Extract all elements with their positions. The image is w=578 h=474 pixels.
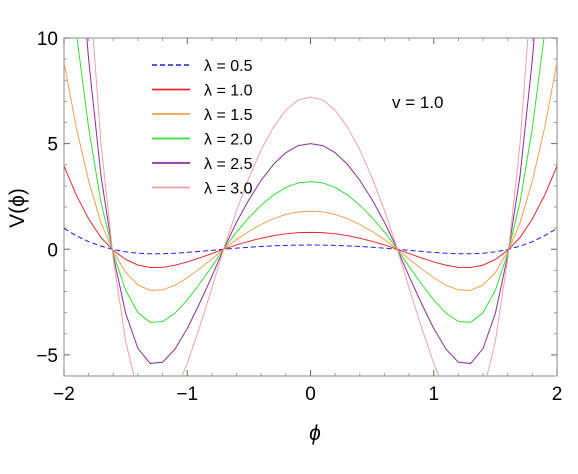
x-tick-label: −1 bbox=[176, 384, 198, 405]
curves-group bbox=[64, 38, 557, 376]
y-axis-title: V(ϕ) bbox=[6, 188, 29, 228]
legend: λ = 0.5 λ = 1.0 λ = 1.5 λ = 2.0 λ = 2.5 λ = 3… bbox=[152, 58, 253, 198]
annotation-v: v = 1.0 bbox=[392, 93, 444, 112]
curve-lambda-0.5 bbox=[64, 228, 557, 255]
x-tick-label: −2 bbox=[53, 384, 75, 405]
curve-lambda-2.5 bbox=[86, 38, 535, 364]
y-tick-label: 5 bbox=[47, 135, 58, 156]
y-tick-label: −5 bbox=[36, 346, 58, 367]
x-tick-label: 0 bbox=[305, 384, 316, 405]
y-tick-label: 10 bbox=[37, 29, 58, 50]
legend-label: λ = 1.5 bbox=[204, 107, 253, 124]
curve-lambda-2 bbox=[76, 38, 545, 323]
tick-labels: −2 −1 0 1 2 −5 0 5 10 bbox=[36, 29, 562, 405]
x-axis-title: ϕ bbox=[309, 422, 321, 445]
x-tick-label: 2 bbox=[552, 384, 563, 405]
plot-frame bbox=[63, 37, 558, 377]
legend-label: λ = 0.5 bbox=[204, 58, 253, 75]
y-tick-label: 0 bbox=[47, 240, 58, 261]
x-tick-label: 1 bbox=[428, 384, 439, 405]
legend-label: λ = 2.0 bbox=[204, 132, 253, 149]
curve-lambda-1.5 bbox=[64, 62, 557, 291]
legend-label: λ = 3.0 bbox=[204, 181, 253, 198]
legend-label: λ = 1.0 bbox=[204, 83, 253, 100]
axis-ticks bbox=[63, 37, 558, 377]
curve-lambda-3 bbox=[92, 38, 529, 376]
legend-label: λ = 2.5 bbox=[204, 156, 253, 173]
curve-lambda-1 bbox=[64, 165, 557, 269]
